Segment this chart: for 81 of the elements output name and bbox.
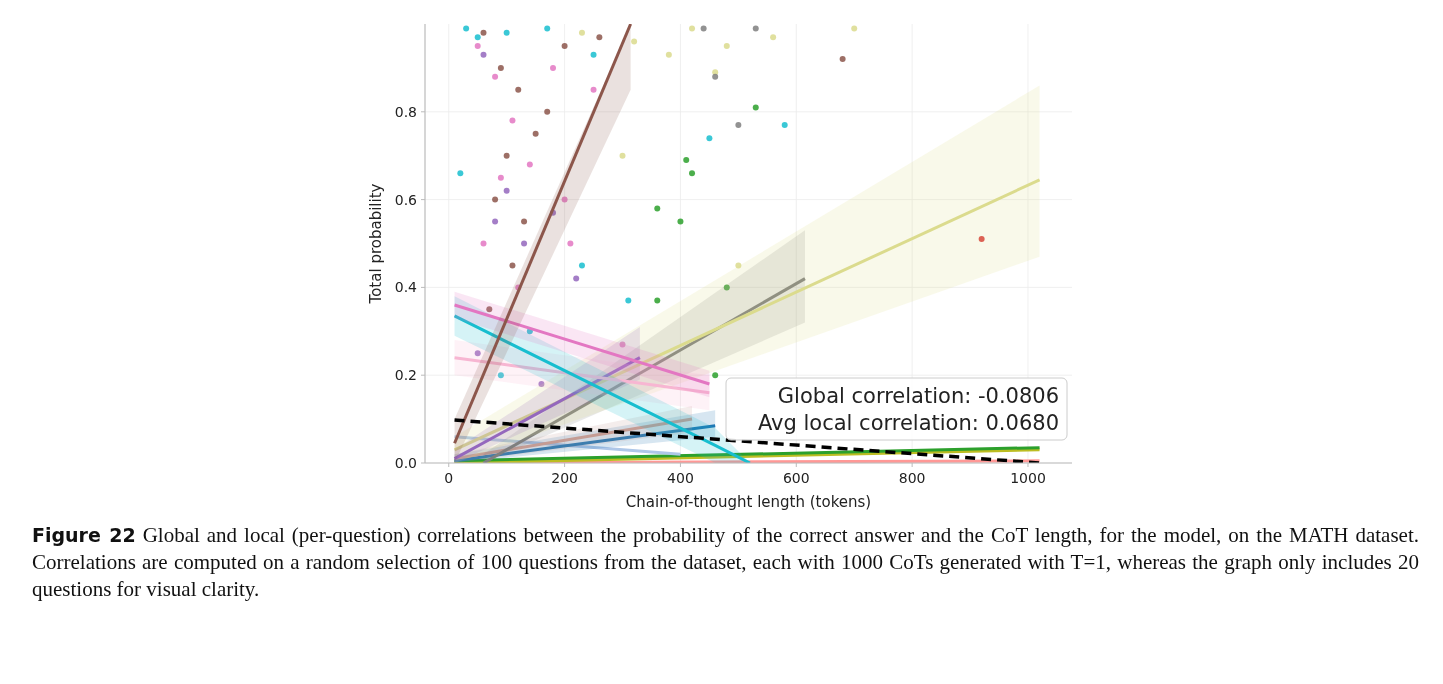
point xyxy=(978,236,985,243)
point xyxy=(839,56,846,63)
point xyxy=(683,157,690,164)
point xyxy=(544,25,551,32)
point xyxy=(654,297,661,304)
point xyxy=(480,51,487,58)
point xyxy=(561,42,568,49)
point xyxy=(509,117,516,124)
point xyxy=(474,42,481,49)
point xyxy=(596,34,603,41)
annotation: Avg local correlation: 0.0680 xyxy=(757,411,1059,435)
point xyxy=(509,262,516,269)
point xyxy=(538,380,545,387)
point xyxy=(492,196,499,203)
point xyxy=(497,64,504,71)
point xyxy=(492,73,499,80)
point xyxy=(735,262,742,269)
point xyxy=(712,372,719,379)
point xyxy=(723,284,730,291)
point xyxy=(770,34,777,41)
point xyxy=(752,104,759,111)
point xyxy=(689,170,696,177)
point xyxy=(480,240,487,247)
y-tick-label: 0.0 xyxy=(394,454,417,471)
point xyxy=(503,29,510,36)
point xyxy=(781,121,788,128)
point xyxy=(712,69,719,76)
x-tick-label: 0 xyxy=(444,470,454,486)
point xyxy=(544,108,551,115)
point xyxy=(590,86,597,93)
x-tick-label: 1000 xyxy=(1010,470,1046,486)
point xyxy=(526,161,533,168)
x-tick-label: 800 xyxy=(898,470,926,486)
point xyxy=(550,64,557,71)
y-tick-label: 0.4 xyxy=(394,279,418,296)
point xyxy=(712,73,719,80)
point xyxy=(625,297,632,304)
point xyxy=(631,38,638,45)
caption: Figure 22 Global and local (per-question) correlations between the probability of the correct answer and the CoT length, for the model, on the MATH dataset. Correlations are computed on a random selection of 100 questions from the dataset, each with 1000 CoTs generated with T=1, whereas the graph only includes 20 questions for visual clarity. xyxy=(32,522,1419,603)
x-axis-title: Chain-of-thought length (tokens) xyxy=(625,493,872,511)
point xyxy=(578,262,585,269)
point xyxy=(561,196,568,203)
point xyxy=(735,121,742,128)
point xyxy=(474,350,481,357)
point xyxy=(578,29,585,36)
point xyxy=(497,174,504,181)
point xyxy=(492,218,499,225)
y-axis-title: Total probability xyxy=(367,183,385,305)
point xyxy=(723,42,730,49)
point xyxy=(752,25,759,32)
annotation: Global correlation: -0.0806 xyxy=(777,384,1059,408)
point xyxy=(532,130,539,137)
point xyxy=(573,275,580,282)
point xyxy=(463,25,470,32)
point xyxy=(515,86,522,93)
point xyxy=(503,152,510,159)
point xyxy=(619,341,626,348)
point xyxy=(677,218,684,225)
point xyxy=(521,240,528,247)
point xyxy=(497,372,504,379)
point xyxy=(521,218,528,225)
point xyxy=(665,51,672,58)
y-tick-label: 0.8 xyxy=(394,103,417,120)
point xyxy=(503,187,510,194)
point xyxy=(457,170,464,177)
point xyxy=(706,135,713,142)
point xyxy=(700,25,707,32)
point xyxy=(486,306,493,313)
point xyxy=(689,25,696,32)
point xyxy=(654,205,661,212)
x-tick-label: 600 xyxy=(782,470,810,486)
x-tick-label: 200 xyxy=(551,470,578,486)
point xyxy=(480,29,487,36)
y-tick-label: 0.2 xyxy=(394,367,417,384)
point xyxy=(851,25,858,32)
point xyxy=(567,240,574,247)
point xyxy=(474,34,481,41)
x-tick-label: 400 xyxy=(667,470,694,486)
point xyxy=(590,51,597,58)
y-tick-label: 0.6 xyxy=(394,191,418,208)
point xyxy=(619,152,626,159)
